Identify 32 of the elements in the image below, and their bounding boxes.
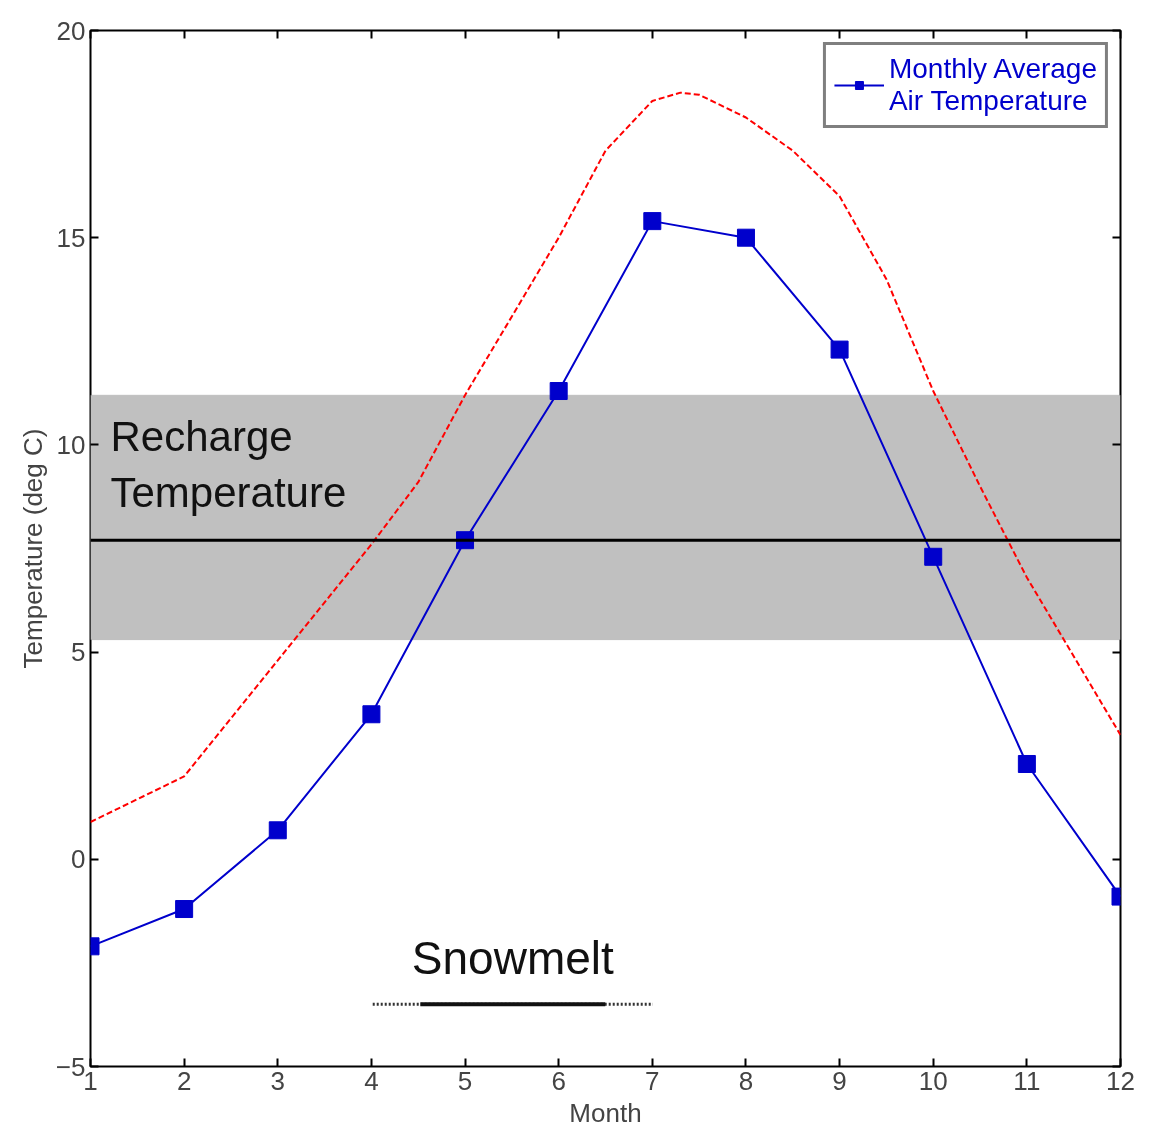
x-tick-label: 12 xyxy=(1106,1065,1135,1096)
x-tick-label: 7 xyxy=(645,1065,660,1096)
x-tick-label: 2 xyxy=(176,1065,192,1096)
x-tick-label: 6 xyxy=(551,1065,566,1096)
y-tick-label: 0 xyxy=(71,844,86,875)
x-tick-label: 5 xyxy=(457,1065,473,1096)
x-tick-label: 9 xyxy=(832,1065,847,1096)
x-tick-label: 3 xyxy=(270,1065,286,1096)
x-axis-title: Month xyxy=(569,1097,642,1128)
point xyxy=(1017,754,1036,773)
x-tick-label: 10 xyxy=(918,1065,948,1096)
y-axis-title: Temperature (deg C) xyxy=(17,428,48,669)
line-series xyxy=(90,91,1121,823)
point xyxy=(362,705,381,724)
y-tick-label: −5 xyxy=(55,1051,86,1082)
point xyxy=(736,228,755,247)
point xyxy=(175,900,194,919)
point xyxy=(268,821,287,840)
y-tick-label: 15 xyxy=(56,222,86,253)
band-label: Recharge Temperature xyxy=(110,413,347,517)
y-tick-label: 20 xyxy=(56,15,86,46)
x-tick-label: 8 xyxy=(738,1065,754,1096)
y-tick-label: 10 xyxy=(56,429,86,460)
point xyxy=(924,547,943,566)
x-tick-label: 4 xyxy=(364,1065,379,1096)
x-tick-label: 11 xyxy=(1013,1065,1041,1096)
legend-label: Monthly Average Air Temperature xyxy=(888,53,1097,117)
annotation: Snowmelt xyxy=(411,931,614,984)
y-tick-label: 5 xyxy=(71,637,86,668)
point xyxy=(830,340,849,359)
point xyxy=(549,382,568,401)
point xyxy=(643,212,662,231)
